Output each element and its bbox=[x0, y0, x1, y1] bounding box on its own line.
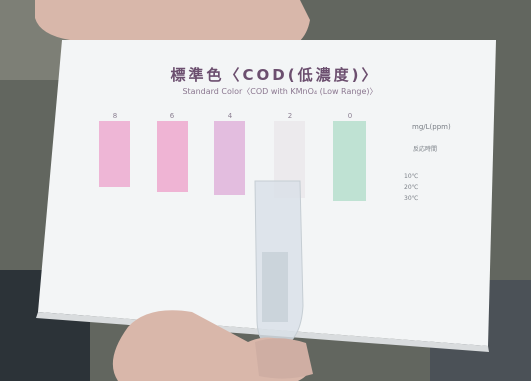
card-subtitle: Standard Color〈COD with KMnO₄ (Low Range… bbox=[182, 87, 378, 96]
time-line-30: 30℃ bbox=[404, 195, 419, 202]
chip-label-8: 8 bbox=[112, 112, 118, 120]
color-chip-4 bbox=[214, 121, 245, 195]
color-chip-0 bbox=[333, 121, 366, 201]
chip-label-0: 0 bbox=[347, 112, 353, 120]
chip-label-2: 2 bbox=[287, 112, 293, 120]
color-chip-6 bbox=[157, 121, 188, 192]
chip-label-6: 6 bbox=[169, 112, 175, 120]
color-chip-8 bbox=[99, 121, 130, 187]
unit-label: mg/L(ppm) bbox=[412, 123, 451, 131]
time-line-20: 20℃ bbox=[404, 184, 419, 191]
test-tube-liquid bbox=[262, 252, 288, 322]
bottom-thumb bbox=[255, 338, 313, 379]
time-line-10: 10℃ bbox=[404, 173, 419, 180]
card-title: 標準色〈COD(低濃度)〉 bbox=[170, 66, 380, 84]
chip-label-4: 4 bbox=[227, 112, 233, 120]
reaction-time-title: 反応時間 bbox=[413, 146, 438, 153]
